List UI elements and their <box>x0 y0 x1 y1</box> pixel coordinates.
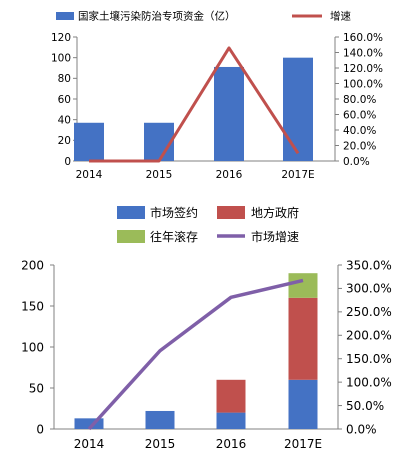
chart2-growth-line <box>87 278 304 431</box>
chart1-right-tick-label: 20.0% <box>343 140 376 152</box>
chart2-left-tick-label: 100 <box>21 340 44 354</box>
chart2-bar <box>145 410 175 429</box>
chart1-right-tick-label: 80.0% <box>343 94 376 106</box>
chart2-bar <box>288 297 318 380</box>
chart2-legend-swatch <box>117 230 145 243</box>
chart1-category-label: 2016 <box>216 169 243 181</box>
chart2-right-tick-label: 150.0% <box>346 352 392 366</box>
chart2-category-label: 2017E <box>284 437 322 451</box>
chart1-right-tick-label: 60.0% <box>343 109 376 121</box>
chart1-left-tick-label: 0 <box>64 156 71 168</box>
chart1-category-label: 2015 <box>146 169 173 181</box>
chart1-bar <box>144 122 174 161</box>
chart2-left-tick-label: 0 <box>36 422 44 436</box>
chart1-right-tick-label: 140.0% <box>343 47 383 59</box>
chart1-left-tick-label: 80 <box>58 73 71 85</box>
chart1-left-tick-label: 40 <box>58 114 71 126</box>
chart1-right-tick-label: 40.0% <box>343 125 376 137</box>
chart2-right-tick-label: 250.0% <box>346 305 392 319</box>
chart1-growth-line <box>89 46 300 163</box>
chart2-legend-label: 市场签约 <box>150 205 198 220</box>
chart2-left-tick-label: 150 <box>21 299 44 313</box>
chart2-right-tick-label: 300.0% <box>346 282 392 296</box>
chart1-right-tick-label: 0.0% <box>343 156 370 168</box>
chart1-category-label: 2017E <box>281 169 314 181</box>
chart2-left-tick-label: 200 <box>21 258 44 272</box>
chart2-category-label: 2015 <box>145 437 176 451</box>
chart1-bar <box>214 66 244 161</box>
chart2-bar <box>288 273 318 298</box>
chart2-legend-label: 往年滚存 <box>150 229 198 244</box>
chart1-right-tick-label: 160.0% <box>343 32 383 44</box>
chart2-right-tick-label: 350.0% <box>346 258 392 272</box>
chart1-bar <box>283 57 313 161</box>
chart1-left-tick-label: 60 <box>58 94 71 106</box>
chart1-category-label: 2014 <box>76 169 103 181</box>
chart2-category-label: 2014 <box>74 437 105 451</box>
chart1-left-tick-label: 120 <box>51 32 71 44</box>
chart2-right-tick-label: 50.0% <box>346 399 384 413</box>
chart2-legend-label: 市场增速 <box>251 229 299 244</box>
chart2-right-tick-label: 0.0% <box>346 422 377 436</box>
chart2-legend-swatch <box>117 206 145 219</box>
chart1-legend-swatch <box>56 12 74 20</box>
chart2-right-tick-label: 200.0% <box>346 329 392 343</box>
chart2-bar <box>216 379 246 413</box>
chart1-legend-label: 国家土壤污染防治专项资金（亿） <box>78 10 236 23</box>
chart2-right-tick-label: 100.0% <box>346 375 392 389</box>
chart2-left-tick-label: 50 <box>29 381 44 395</box>
chart2-category-label: 2016 <box>216 437 247 451</box>
chart2-bar <box>288 379 318 429</box>
chart2-legend-label: 地方政府 <box>251 205 299 220</box>
chart1-right-tick-label: 100.0% <box>343 78 383 90</box>
chart2-bar <box>74 418 104 429</box>
chart2-legend-swatch <box>217 206 245 219</box>
chart1-left-tick-label: 100 <box>51 52 71 64</box>
chart1-left-tick-label: 20 <box>58 135 71 147</box>
chart1-right-tick-label: 120.0% <box>343 63 383 75</box>
chart2-bar <box>216 412 246 429</box>
chart1-legend-label: 增速 <box>330 10 351 23</box>
chart1-bar <box>74 122 104 161</box>
